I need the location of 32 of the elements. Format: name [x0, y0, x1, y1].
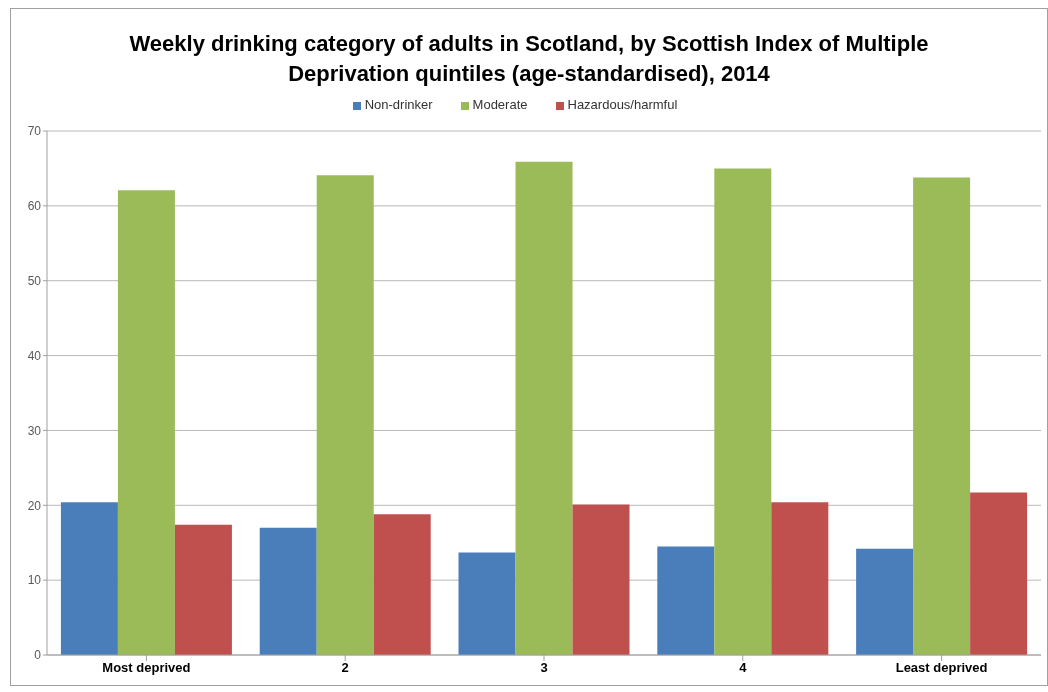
legend-label: Moderate — [472, 97, 528, 112]
bar — [60, 502, 118, 655]
bar — [856, 548, 914, 655]
x-tick-label: 3 — [540, 660, 548, 676]
bar — [572, 504, 630, 655]
x-tick-label: Least deprived — [895, 660, 988, 676]
x-tick-label: Most deprived — [102, 660, 191, 676]
bar — [913, 177, 971, 655]
x-tick-label: 2 — [341, 660, 349, 676]
bar — [458, 552, 516, 655]
bar — [515, 161, 573, 655]
y-tick-label: 40 — [27, 348, 42, 363]
y-tick-label: 70 — [27, 124, 42, 139]
bar — [714, 168, 772, 655]
y-tick-label: 10 — [27, 573, 42, 588]
y-tick-label: 20 — [27, 498, 42, 513]
bar — [117, 190, 175, 655]
bar — [771, 502, 829, 655]
x-tick-label: 4 — [739, 660, 748, 676]
y-tick-label: 60 — [27, 199, 42, 214]
y-tick-label: 50 — [27, 273, 42, 288]
bar — [657, 546, 715, 655]
legend-label: Hazardous/harmful — [567, 97, 678, 112]
bar — [174, 524, 232, 655]
y-tick-label: 0 — [34, 648, 42, 663]
bar — [373, 514, 431, 655]
bar — [970, 492, 1028, 655]
bar — [316, 175, 374, 655]
legend-label: Non-drinker — [364, 97, 433, 112]
y-tick-label: 30 — [27, 423, 42, 438]
chart-title: Weekly drinking category of adults in Scotland, by Scottish Index of Multiple Deprivation quintiles (age-standardised), 2014 — [128, 30, 930, 88]
bar — [259, 527, 317, 655]
